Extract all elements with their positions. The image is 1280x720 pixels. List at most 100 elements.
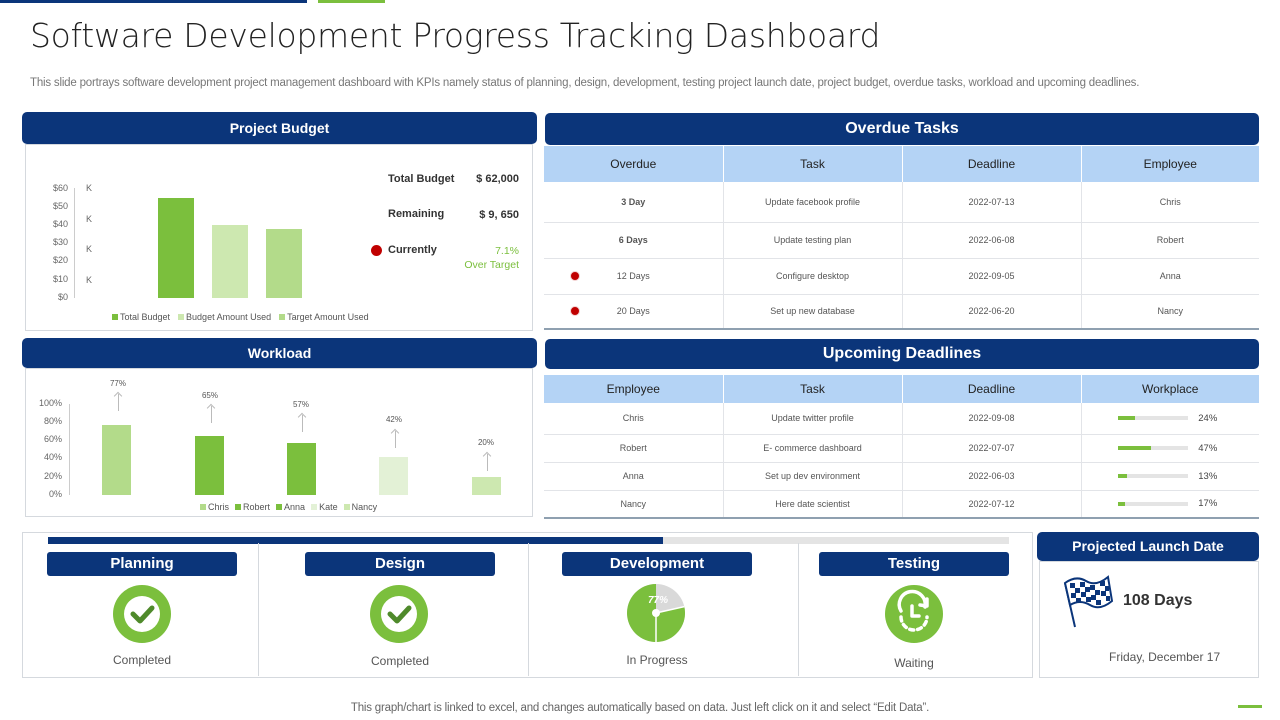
workplace-cell: 17% (1081, 490, 1259, 519)
deadline-cell: 2022-07-07 (902, 434, 1082, 463)
bar-budget-amount-used[interactable] (212, 225, 248, 298)
check-circle-icon (113, 585, 171, 643)
column-header: Deadline (902, 375, 1082, 403)
workplace-progress-fill (1118, 446, 1152, 450)
launch-date: Friday, December 17 (1109, 650, 1221, 664)
overdue-cell: 6 Days (544, 222, 724, 259)
deadline-cell: 2022-09-05 (902, 258, 1082, 295)
budget-k-label: K (86, 183, 93, 193)
workplace-progress-bar (1118, 474, 1189, 478)
legend-item: Nancy (343, 502, 378, 512)
stage-status: Completed (370, 654, 430, 668)
stage-status: Waiting (894, 656, 934, 670)
table-row[interactable]: Chris Update twitter profile 2022-09-08 … (544, 403, 1259, 435)
footer-note: This graph/chart is linked to excel, and… (350, 702, 930, 714)
table-header-row: Overdue Task Deadline Employee (544, 146, 1259, 182)
bar-total-budget[interactable] (158, 198, 194, 298)
legend-label: Chris (208, 502, 230, 512)
workplace-progress-fill (1118, 501, 1126, 506)
stage-development[interactable]: Development 77% In Progress (529, 543, 799, 676)
workplace-cell: 13% (1081, 462, 1259, 491)
table-row[interactable]: 12 Days Configure desktop 2022-09-05 Ann… (544, 258, 1259, 295)
overdue-value: 20 Days (616, 306, 650, 317)
workload-y-tick: 60% (43, 434, 62, 444)
overall-progress-bar (48, 537, 1009, 544)
task-cell: E- commerce dashboard (723, 434, 903, 463)
workload-y-tick: 80% (43, 416, 62, 426)
table-row[interactable]: 20 Days Set up new database 2022-06-20 N… (544, 294, 1259, 330)
deadline-cell: 2022-06-08 (902, 222, 1082, 259)
svg-text:77%: 77% (648, 595, 668, 606)
legend-swatch (343, 504, 350, 510)
workplace-progress-bar (1118, 501, 1189, 506)
legend-label: Budget Amount Used (186, 312, 272, 322)
task-cell: Update testing plan (723, 222, 903, 259)
table-header-row: Employee Task Deadline Workplace (544, 375, 1259, 403)
stage-design[interactable]: Design Completed (259, 543, 529, 676)
legend-swatch (276, 504, 283, 510)
stage-planning[interactable]: Planning Completed (22, 543, 259, 676)
task-cell: Set up dev environment (723, 462, 903, 491)
bar-target-amount-used[interactable] (266, 229, 302, 298)
workplace-percent: 47% (1198, 442, 1218, 454)
column-header: Employee (1081, 146, 1259, 182)
workplace-cell: 47% (1081, 434, 1259, 463)
status-red-dot-icon (371, 245, 382, 256)
page-subtitle: This slide portrays software development… (30, 77, 1140, 89)
employee-cell: Nancy (1081, 294, 1259, 330)
legend-label: Target Amount Used (287, 312, 369, 322)
footer-accent-dash (1238, 705, 1262, 708)
workload-y-tick: 20% (43, 471, 62, 481)
pie-progress-icon: 77% (627, 584, 685, 642)
bar-kate[interactable] (379, 457, 408, 495)
legend-swatch (235, 504, 242, 510)
legend-swatch (279, 314, 286, 320)
budget-y-axis (74, 188, 75, 298)
top-accent-bar-blue (0, 0, 307, 3)
bar-chris[interactable] (102, 425, 131, 495)
workload-y-tick: 0% (48, 489, 62, 499)
table-row[interactable]: Robert E- commerce dashboard 2022-07-07 … (544, 434, 1259, 463)
table-row[interactable]: 6 Days Update testing plan 2022-06-08 Ro… (544, 222, 1259, 259)
stage-status: Completed (112, 653, 172, 667)
currently-value: 7.1% (495, 245, 519, 257)
overdue-tasks-header: Overdue Tasks (545, 113, 1259, 145)
overdue-value: 12 Days (616, 271, 650, 281)
column-header: Deadline (902, 146, 1082, 182)
task-cell: Configure desktop (723, 258, 903, 295)
budget-k-label: K (86, 214, 93, 224)
column-header: Employee (544, 375, 724, 403)
arrow-up-icon (395, 431, 396, 448)
bar-anna[interactable] (287, 443, 316, 495)
legend-label: Total Budget (120, 312, 171, 322)
bar-robert[interactable] (195, 436, 224, 495)
legend-swatch (200, 504, 206, 510)
task-cell: Set up new database (723, 294, 903, 330)
legend-item: Chris (200, 502, 229, 512)
table-row[interactable]: 3 Day Update facebook profile 2022-07-13… (544, 182, 1259, 223)
deadline-cell: 2022-06-03 (902, 462, 1082, 491)
workload-header: Workload (22, 338, 537, 368)
bar-nancy[interactable] (472, 477, 501, 495)
legend-label: Nancy (351, 502, 378, 512)
overdue-tasks-table: Overdue Task Deadline Employee 3 Day Upd… (544, 146, 1259, 330)
legend-item: Target Amount Used (279, 312, 369, 322)
currently-label: Currently (388, 244, 437, 256)
workplace-progress-fill (1118, 474, 1128, 478)
workload-value-label: 57% (292, 400, 309, 409)
workload-value-label: 65% (201, 391, 218, 400)
alert-red-dot-icon (570, 306, 580, 317)
stage-testing[interactable]: Testing Waiting (799, 543, 1033, 676)
table-row[interactable]: Anna Set up dev environment 2022-06-03 1… (544, 462, 1259, 491)
employee-cell: Nancy (544, 490, 724, 519)
table-row[interactable]: Nancy Here date scientist 2022-07-12 17% (544, 490, 1259, 519)
budget-y-tick: $0 (57, 292, 68, 302)
checkered-flag-icon (1063, 575, 1114, 628)
workload-legend: Chris Robert Anna Kate Nancy (200, 502, 377, 512)
legend-swatch (178, 314, 185, 320)
arrow-up-icon (302, 415, 303, 432)
workload-y-tick: 100% (38, 398, 62, 408)
clock-refresh-icon (885, 585, 943, 643)
projected-launch-header: Projected Launch Date (1037, 532, 1259, 561)
budget-y-tick: $30 (52, 237, 68, 247)
